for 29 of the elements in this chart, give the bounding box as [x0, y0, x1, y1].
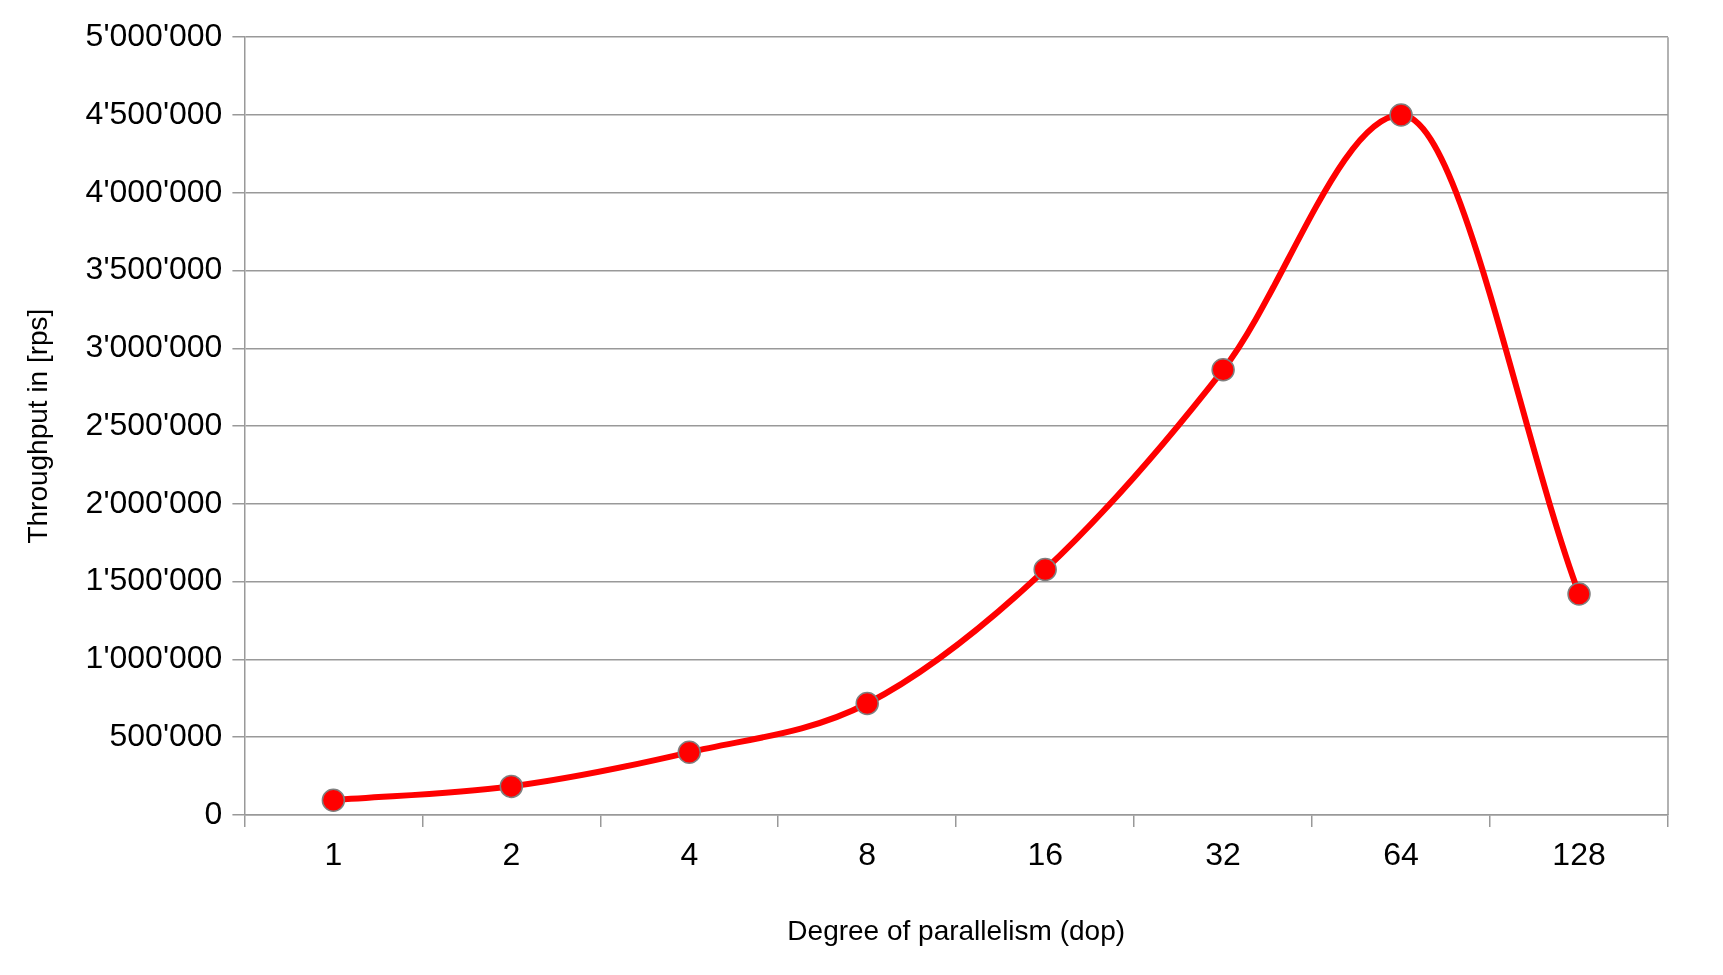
- x-tick-label: 16: [1027, 836, 1063, 873]
- point: [1389, 103, 1413, 127]
- x-tick-label: 2: [502, 836, 521, 873]
- point: [499, 774, 524, 799]
- x-tick-label: 8: [858, 836, 877, 873]
- y-tick-label: 3'000'000: [85, 328, 223, 365]
- point: [677, 740, 702, 765]
- y-tick-label: 4'000'000: [85, 172, 223, 209]
- y-axis-title: Throughput in [rps]: [21, 308, 53, 544]
- x-tick-label: 1: [324, 836, 343, 873]
- x-axis-title: Degree of parallelism (dop): [787, 914, 1126, 946]
- point: [1211, 358, 1235, 382]
- y-tick-label: 3'500'000: [85, 250, 223, 287]
- x-tick-label: 128: [1552, 836, 1606, 873]
- y-tick-label: 1'000'000: [85, 639, 223, 676]
- y-tick-label: 1'500'000: [85, 561, 223, 598]
- y-tick-label: 4'500'000: [85, 94, 223, 131]
- y-tick-label: 500'000: [109, 717, 223, 754]
- y-tick-label: 5'000'000: [85, 17, 223, 54]
- x-tick-label: 32: [1205, 836, 1241, 873]
- x-tick-label: 4: [680, 836, 699, 873]
- y-tick-label: 2'500'000: [85, 405, 223, 442]
- y-tick-label: 2'000'000: [85, 483, 223, 520]
- point: [1033, 557, 1057, 582]
- x-tick-label: 64: [1383, 836, 1419, 873]
- point: [855, 691, 879, 716]
- point: [321, 788, 346, 812]
- y-tick-label: 0: [204, 794, 223, 831]
- point: [1567, 582, 1591, 606]
